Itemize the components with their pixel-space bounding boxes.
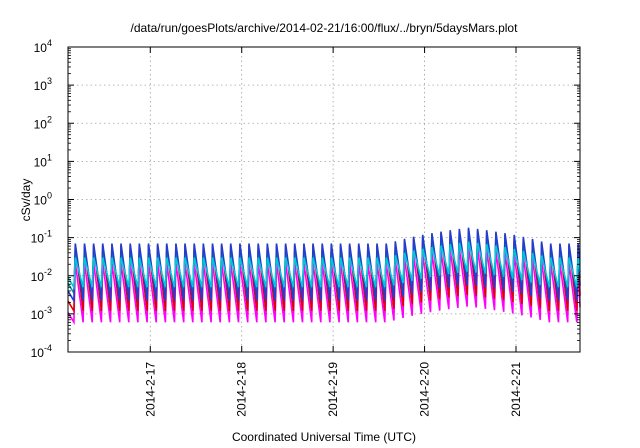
y-tick-label: 104 — [34, 38, 52, 55]
y-tick-label: 101 — [34, 152, 52, 169]
y-tick-label: 10-2 — [31, 267, 52, 284]
y-tick-label: 103 — [34, 76, 52, 93]
y-tick-label: 10-3 — [31, 305, 52, 322]
grid-layer — [68, 47, 580, 352]
y-tick-label: 102 — [34, 114, 52, 131]
x-tick-label: 2014-2-20 — [418, 362, 432, 417]
y-tick-label: 10-4 — [31, 343, 52, 360]
x-axis-label: Coordinated Universal Time (UTC) — [232, 430, 416, 444]
chart-title: /data/run/goesPlots/archive/2014-02-21/1… — [131, 21, 519, 35]
series-layer — [67, 227, 581, 326]
y-axis-label: cSv/day — [19, 179, 33, 222]
y-tick-label: 100 — [34, 191, 52, 208]
x-tick-label: 2014-2-17 — [143, 362, 157, 417]
y-tick-label: 10-1 — [31, 229, 52, 246]
series-line-5 — [67, 241, 581, 290]
x-tick-label: 2014-2-21 — [509, 362, 523, 417]
tick-layer: 10-4 10-3 10-2 10-1 100 101 102 103 104 2014-2-17… — [31, 38, 580, 417]
series-line-1 — [67, 246, 581, 326]
x-tick-label: 2014-2-19 — [326, 362, 340, 417]
x-tick-label: 2014-2-18 — [235, 362, 249, 417]
